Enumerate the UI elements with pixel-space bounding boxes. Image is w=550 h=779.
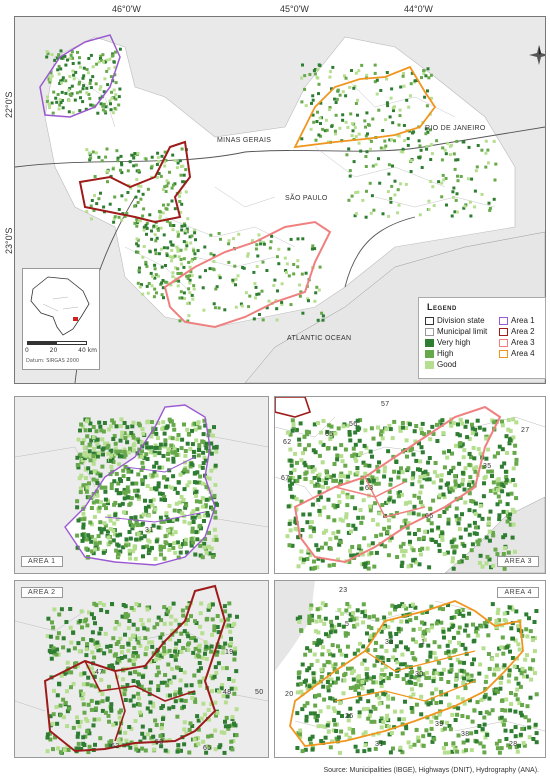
p3-muni-66: 66: [425, 513, 434, 520]
legend-item-area3: Area 3: [499, 338, 535, 347]
panel-area4-tag: AREA 4: [497, 587, 539, 598]
panel-area1-canvas: [15, 404, 268, 566]
legend: Legend Division state Municipal limit Ve…: [418, 297, 546, 379]
p3-muni-57: 57: [381, 401, 390, 408]
swatch-high: [425, 349, 434, 358]
area3-outline: [163, 220, 332, 329]
legend-item-very-high: Very high: [425, 338, 470, 347]
panel-area2-tag: AREA 2: [21, 587, 63, 598]
label-minas-gerais: Minas Gerais: [217, 137, 272, 144]
panel-area3-canvas: [275, 397, 545, 573]
p3-muni-35: 35: [483, 463, 492, 470]
p4-muni-28: 28: [509, 741, 518, 748]
label-atlantic-ocean: Atlantic Ocean: [287, 335, 352, 342]
p2-muni-62: 62: [111, 743, 120, 750]
p2-muni-50: 50: [255, 689, 264, 696]
panel-area1: AREA 1 31: [14, 396, 269, 574]
longitude-label-46: 46°0'W: [112, 4, 141, 14]
p1-muni-31: 31: [145, 527, 154, 534]
p3-muni-67: 67: [281, 475, 290, 482]
label-rio-de-janeiro: Rio de Janeiro: [425, 125, 486, 132]
p4-muni-1: 1: [421, 639, 426, 646]
swatch-area3: [499, 338, 508, 347]
legend-title: Legend: [427, 302, 457, 312]
overview-map: Minas Gerais Rio de Janeiro São Paulo At…: [14, 16, 546, 384]
panel-area1-tag: AREA 1: [21, 556, 63, 567]
latitude-label-23: 23°0'S: [4, 227, 14, 254]
source-credit: Source: Municipalities (IBGE), Highways …: [320, 766, 542, 775]
p2-muni-53: 53: [155, 739, 164, 746]
suitability-cells: [45, 47, 498, 323]
p3-muni-27: 27: [521, 427, 530, 434]
brazil-outline-icon: [30, 276, 90, 336]
state-division-mg-sp: [15, 126, 545, 168]
p3-muni-63: 63: [365, 485, 374, 492]
p4-muni-38: 38: [461, 731, 470, 738]
p2-muni-47: 47: [95, 669, 104, 676]
datum-label: Datum: SIRGAS 2000: [26, 358, 80, 364]
swatch-municipal-limit: [425, 327, 434, 336]
p2-muni-65: 65: [203, 745, 212, 752]
swatch-very-high: [425, 338, 434, 347]
state-division-sp-rj: [344, 216, 416, 288]
swatch-area4: [499, 349, 508, 358]
north-arrow-icon: [529, 45, 545, 69]
p4-muni-20: 20: [285, 691, 294, 698]
swatch-area2: [499, 327, 508, 336]
panel-area3: AREA 3 57 56 62 65 67 63 27 35 66: [274, 396, 546, 574]
area4-outline: [293, 65, 437, 149]
panel-area4-canvas: [275, 581, 545, 757]
legend-item-area4: Area 4: [499, 349, 535, 358]
legend-item-good: Good: [425, 360, 457, 369]
legend-item-area2: Area 2: [499, 327, 535, 336]
scale-tick-40: 40 km: [78, 347, 97, 354]
latitude-label-22: 22°0'S: [4, 91, 14, 118]
scale-tick-0: 0: [25, 347, 29, 354]
p4-muni-39: 39: [435, 721, 444, 728]
p3-muni-56: 56: [349, 421, 358, 428]
legend-item-municipal-limit: Municipal limit: [425, 327, 487, 336]
p4-muni-31: 31: [375, 741, 384, 748]
locator-inset: 0 20 40 km Datum: SIRGAS 2000: [22, 268, 100, 370]
longitude-label-45: 45°0'W: [280, 4, 309, 14]
p3-muni-62: 62: [283, 439, 292, 446]
area2-outline: [78, 140, 192, 224]
p2-muni-19: 19: [225, 649, 234, 656]
panel-area4: 23 1 5 30 33 38 20 26 39 31 28 AREA 4: [274, 580, 546, 758]
swatch-good: [425, 360, 434, 369]
p4-muni-33: 33: [385, 639, 394, 646]
longitude-label-44: 44°0'W: [404, 4, 433, 14]
legend-item-division-state: Division state: [425, 316, 485, 325]
p4-muni-23: 23: [339, 587, 348, 594]
p4-muni-26: 26: [345, 713, 354, 720]
swatch-area1: [499, 316, 508, 325]
label-sao-paulo: São Paulo: [285, 195, 328, 202]
legend-item-high: High: [425, 349, 453, 358]
legend-item-area1: Area 1: [499, 316, 535, 325]
overview-map-canvas: [15, 34, 545, 383]
p4-muni-30: 30: [415, 671, 424, 678]
panel-area2-canvas: [15, 584, 268, 755]
scale-tick-20: 20: [49, 347, 58, 354]
study-region: [44, 36, 516, 328]
panel-area2: AREA 2 19 48 50 65 62 53 47: [14, 580, 269, 758]
p4-muni-5: 5: [345, 621, 350, 628]
p2-muni-48: 48: [223, 689, 232, 696]
panel-area3-tag: AREA 3: [497, 556, 539, 567]
swatch-division-state: [425, 316, 434, 325]
area1-outline: [39, 34, 121, 118]
p3-muni-65: 65: [325, 431, 334, 438]
